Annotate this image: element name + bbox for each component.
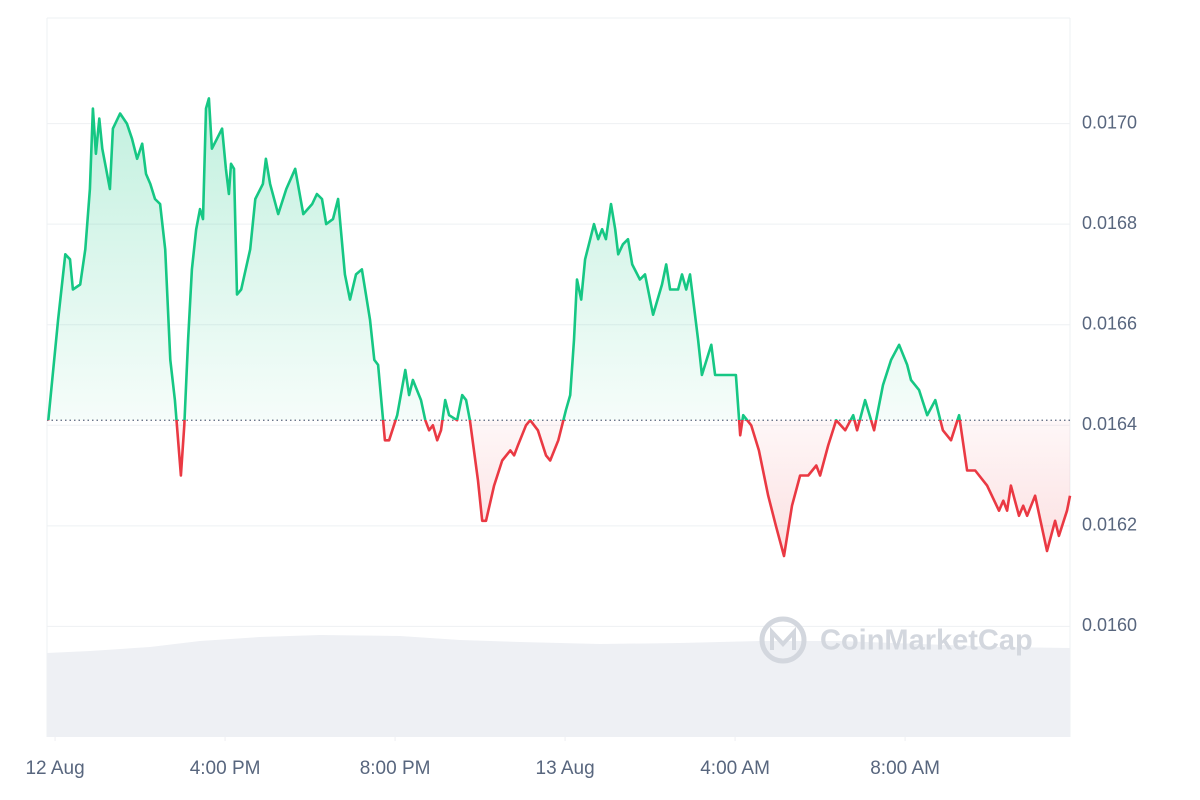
y-tick-label: 0.0170: [1082, 112, 1137, 132]
volume-area: [47, 635, 1070, 737]
watermark-logo-mark: [770, 626, 796, 650]
price-area: [48, 98, 1071, 557]
x-tick-label: 4:00 AM: [700, 758, 770, 779]
price-line: [47, 97, 1072, 558]
y-tick-label: 0.0160: [1082, 615, 1137, 635]
x-tick-label: 8:00 AM: [870, 758, 940, 779]
y-tick-label: 0.0164: [1082, 414, 1137, 434]
x-tick-label: 12 Aug: [25, 758, 84, 779]
y-tick-label: 0.0162: [1082, 515, 1137, 535]
x-tick-label: 8:00 PM: [360, 758, 431, 779]
x-tick-label: 13 Aug: [536, 758, 595, 779]
y-tick-label: 0.0168: [1082, 213, 1137, 233]
plot-area: [47, 97, 1072, 558]
watermark-logo: [759, 616, 807, 664]
watermark: CoinMarketCap: [759, 616, 1033, 664]
watermark-text: CoinMarketCap: [820, 625, 1033, 657]
y-tick-label: 0.0166: [1082, 313, 1137, 333]
x-tick-label: 4:00 PM: [190, 758, 261, 779]
